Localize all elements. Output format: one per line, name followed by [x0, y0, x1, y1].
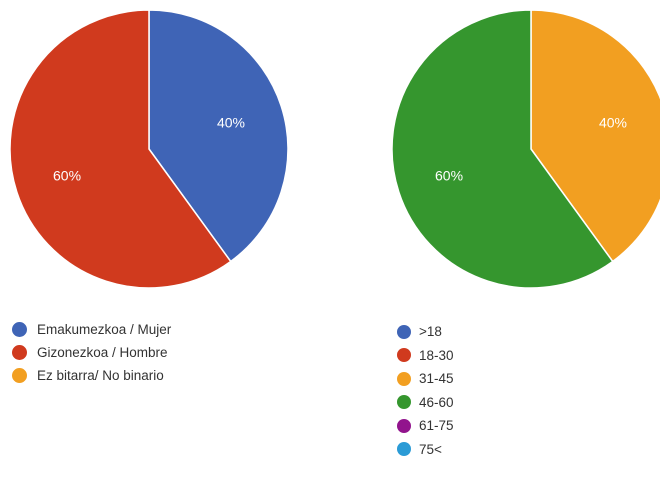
legend-swatch — [12, 368, 27, 383]
pie-slice[interactable] — [391, 9, 614, 289]
legend-item[interactable]: 31-45 — [397, 367, 454, 391]
legend-swatch — [397, 371, 411, 386]
legend-item[interactable]: 61-75 — [397, 414, 454, 438]
pie-slice-label: 40% — [217, 114, 245, 130]
age-pie-chart: 40% 60% — [391, 9, 660, 289]
pie-slice-label: 60% — [435, 168, 463, 184]
pie-slice[interactable] — [9, 9, 232, 289]
pie-slice[interactable] — [530, 9, 660, 263]
legend-swatch — [397, 395, 411, 410]
gender-legend: Emakumezkoa / Mujer Gizonezkoa / Hombre … — [12, 318, 171, 387]
legend-item[interactable]: Emakumezkoa / Mujer — [12, 318, 171, 341]
legend-label: Ez bitarra/ No binario — [37, 368, 164, 383]
legend-item[interactable]: 75< — [397, 438, 454, 462]
legend-label: Emakumezkoa / Mujer — [37, 322, 172, 337]
legend-swatch — [397, 442, 411, 457]
legend-swatch — [397, 348, 411, 363]
legend-label: >18 — [419, 324, 442, 340]
legend-label: 75< — [419, 441, 442, 457]
legend-label: Gizonezkoa / Hombre — [37, 345, 168, 360]
legend-item[interactable]: Gizonezkoa / Hombre — [12, 341, 171, 364]
gender-pie-chart: 40% 60% — [9, 9, 289, 289]
legend-item[interactable]: >18 — [397, 320, 454, 344]
legend-swatch — [12, 345, 27, 360]
pie-slice-label: 40% — [599, 114, 627, 130]
legend-item[interactable]: 46-60 — [397, 391, 454, 415]
pie-slice[interactable] — [148, 9, 289, 263]
legend-label: 46-60 — [419, 394, 454, 410]
age-legend: >18 18-30 31-45 46-60 61-75 75< — [397, 320, 454, 461]
legend-label: 61-75 — [419, 418, 454, 434]
legend-label: 18-30 — [419, 347, 454, 363]
legend-item[interactable]: Ez bitarra/ No binario — [12, 364, 171, 387]
legend-swatch — [12, 322, 27, 337]
legend-swatch — [397, 418, 411, 433]
legend-swatch — [397, 324, 411, 339]
pie-slice-label: 60% — [53, 168, 81, 184]
legend-label: 31-45 — [419, 371, 454, 387]
legend-item[interactable]: 18-30 — [397, 344, 454, 368]
